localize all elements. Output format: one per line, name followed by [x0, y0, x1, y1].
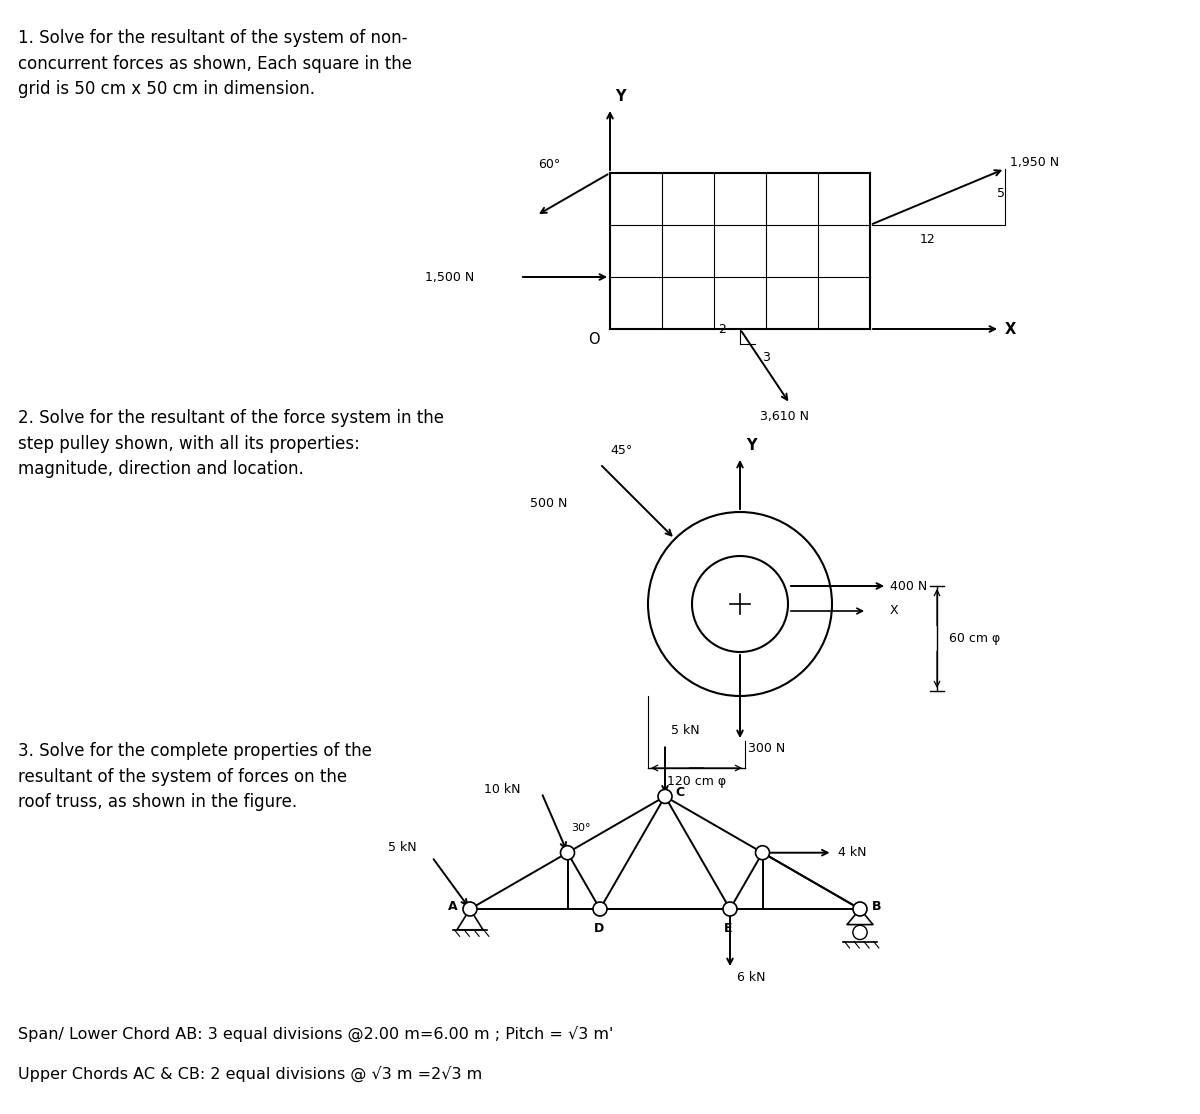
Text: E: E — [724, 922, 732, 936]
Text: 300 N: 300 N — [748, 742, 785, 755]
Circle shape — [756, 846, 769, 860]
Circle shape — [853, 926, 868, 939]
Text: 120 cm φ: 120 cm φ — [667, 775, 726, 788]
Text: Upper Chords AC & CB: 2 equal divisions @ √3 m =2√3 m: Upper Chords AC & CB: 2 equal divisions … — [18, 1066, 482, 1082]
Text: 2. Solve for the resultant of the force system in the
step pulley shown, with al: 2. Solve for the resultant of the force … — [18, 409, 444, 478]
Text: B: B — [872, 900, 882, 913]
Circle shape — [853, 902, 868, 916]
Text: 10 kN: 10 kN — [484, 783, 520, 795]
Text: 500 N: 500 N — [530, 498, 568, 510]
Text: 5 kN: 5 kN — [671, 724, 700, 737]
Text: 4 kN: 4 kN — [838, 847, 866, 859]
Text: 3: 3 — [762, 351, 770, 364]
Text: 60 cm φ: 60 cm φ — [949, 632, 1001, 645]
Text: 45°: 45° — [610, 444, 632, 457]
Text: A: A — [448, 900, 457, 913]
Text: 400 N: 400 N — [890, 579, 928, 593]
Text: 1. Solve for the resultant of the system of non-
concurrent forces as shown, Eac: 1. Solve for the resultant of the system… — [18, 29, 412, 98]
Text: 5 kN: 5 kN — [388, 841, 416, 854]
Circle shape — [658, 790, 672, 803]
Text: Y: Y — [746, 438, 756, 453]
Text: 3. Solve for the complete properties of the
resultant of the system of forces on: 3. Solve for the complete properties of … — [18, 742, 372, 811]
Text: 60°: 60° — [538, 158, 560, 172]
Circle shape — [724, 902, 737, 916]
Circle shape — [560, 846, 575, 860]
Text: 3,610 N: 3,610 N — [761, 410, 810, 423]
Text: C: C — [674, 785, 684, 799]
Circle shape — [593, 902, 607, 916]
Text: 5: 5 — [997, 187, 1004, 201]
Text: D: D — [594, 922, 605, 936]
Text: O: O — [588, 332, 600, 346]
Text: 1,500 N: 1,500 N — [425, 271, 474, 283]
Text: 12: 12 — [920, 233, 936, 246]
Text: 6 kN: 6 kN — [737, 971, 766, 984]
Text: Span/ Lower Chord AB: 3 equal divisions @2.00 m=6.00 m ; Pitch = √3 m': Span/ Lower Chord AB: 3 equal divisions … — [18, 1026, 613, 1042]
Text: 30°: 30° — [571, 823, 592, 832]
Circle shape — [463, 902, 478, 916]
Text: X: X — [1004, 322, 1016, 338]
Text: 2: 2 — [718, 323, 726, 336]
Text: 1,950 N: 1,950 N — [1010, 156, 1060, 168]
Text: Y: Y — [616, 89, 625, 104]
Text: X: X — [890, 605, 899, 617]
